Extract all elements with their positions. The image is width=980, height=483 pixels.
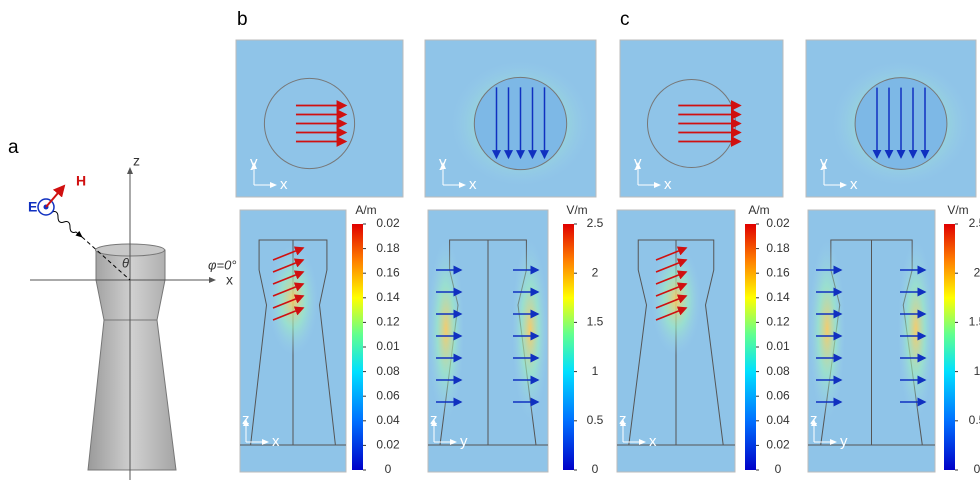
annotation: x: [226, 272, 233, 288]
field-view: [619, 39, 784, 198]
colorbar-tick-label: 0.12: [376, 315, 400, 329]
colorbar-tick-label: 0: [592, 462, 599, 476]
colorbar-tick-label: 0.14: [376, 290, 400, 304]
field-arrow: [272, 270, 305, 285]
field-arrow: [272, 294, 305, 309]
axis-label: y: [460, 433, 468, 450]
colorbar-tick-label: 2: [974, 265, 980, 279]
axis-label: z: [430, 411, 438, 428]
colorbar: [745, 224, 756, 470]
axis-label: y: [634, 154, 642, 171]
colorbar-unit: A/m: [748, 203, 769, 217]
panel-label: b: [237, 9, 248, 30]
colorbar-tick-label: 1.5: [587, 315, 604, 329]
axis-label: y: [250, 154, 258, 171]
colorbar-tick-label: 0: [974, 462, 980, 476]
axis-label: x: [280, 176, 288, 193]
field-arrow: [655, 258, 688, 273]
panel-label: a: [8, 137, 19, 158]
colorbar: [563, 224, 574, 470]
colorbar-tick-label: 1: [592, 364, 599, 378]
field-view: [807, 209, 936, 473]
axis-label: z: [242, 411, 250, 428]
colorbar-tick-label: 0.04: [766, 413, 790, 427]
colorbar-tick-label: 0.5: [969, 413, 980, 427]
field-arrow: [655, 246, 688, 261]
axis-label: y: [840, 433, 848, 450]
axis-label: x: [649, 433, 657, 450]
colorbar: [352, 224, 363, 470]
field-arrow: [655, 306, 688, 321]
colorbar-unit: V/m: [566, 203, 587, 217]
axis-label: y: [439, 154, 447, 171]
field-arrow: [272, 282, 305, 297]
colorbar-tick-label: 0.06: [376, 388, 400, 402]
colorbar-tick-label: 2.5: [969, 216, 980, 230]
colorbar-tick-label: 2.5: [587, 216, 604, 230]
antenna-sketch: [30, 167, 216, 480]
colorbar-tick-label: 0.01: [376, 339, 400, 353]
annotation: z: [133, 153, 140, 169]
colorbar-tick-label: 0.02: [376, 216, 400, 230]
view-background: [235, 39, 404, 198]
axis-label: x: [272, 433, 280, 450]
colorbar-tick-label: 0: [775, 462, 782, 476]
field-arrow: [272, 306, 305, 321]
colorbar-tick-label: 0.08: [376, 364, 400, 378]
hot-spot: [897, 240, 934, 420]
axis-label: x: [469, 176, 477, 193]
annotation: E: [28, 199, 37, 215]
axis-label: z: [810, 411, 818, 428]
axis-label: z: [619, 411, 627, 428]
hot-spot: [809, 240, 846, 420]
colorbar-tick-label: 0.18: [766, 241, 790, 255]
field-arrow: [655, 294, 688, 309]
field-arrow: [272, 246, 305, 261]
field-arrow: [655, 282, 688, 297]
axis-label: y: [820, 154, 828, 171]
field-view: [239, 209, 347, 473]
hot-spot: [512, 240, 548, 420]
colorbar-tick-label: 0: [385, 462, 392, 476]
annotation: θ: [122, 255, 129, 270]
field-view: [235, 39, 404, 198]
field-view: [424, 39, 597, 198]
field-view: [805, 39, 977, 198]
colorbar-tick-label: 1: [974, 364, 980, 378]
colorbar-tick-label: 0.02: [766, 438, 790, 452]
field-view: [427, 209, 549, 473]
field-arrow: [655, 270, 688, 285]
annotation: H: [76, 173, 86, 189]
colorbar-unit: V/m: [947, 203, 968, 217]
axis-label: x: [850, 176, 858, 193]
field-view: [616, 209, 736, 473]
hot-spot: [428, 240, 464, 420]
colorbar-tick-label: 2: [592, 265, 599, 279]
field-arrow: [272, 258, 305, 273]
colorbar-tick-label: 0.02: [376, 438, 400, 452]
colorbar-tick-label: 0.14: [766, 290, 790, 304]
colorbar-unit: A/m: [355, 203, 376, 217]
outline: [263, 77, 356, 170]
colorbar-tick-label: 0.02: [766, 216, 790, 230]
colorbar: [944, 224, 955, 470]
view-background: [619, 39, 784, 198]
colorbar-tick-label: 0.18: [376, 241, 400, 255]
colorbar-tick-label: 1.5: [969, 315, 980, 329]
colorbar-tick-label: 0.06: [766, 388, 790, 402]
colorbar-tick-label: 0.08: [766, 364, 790, 378]
colorbar-tick-label: 0.12: [766, 315, 790, 329]
colorbar-tick-label: 0.01: [766, 339, 790, 353]
annotation: φ=0°: [208, 257, 237, 272]
colorbar-tick-label: 0.16: [376, 265, 400, 279]
axis-label: x: [664, 176, 672, 193]
panel-label: c: [620, 9, 630, 30]
colorbar-tick-label: 0.04: [376, 413, 400, 427]
colorbar-tick-label: 0.16: [766, 265, 790, 279]
colorbar-tick-label: 0.5: [587, 413, 604, 427]
